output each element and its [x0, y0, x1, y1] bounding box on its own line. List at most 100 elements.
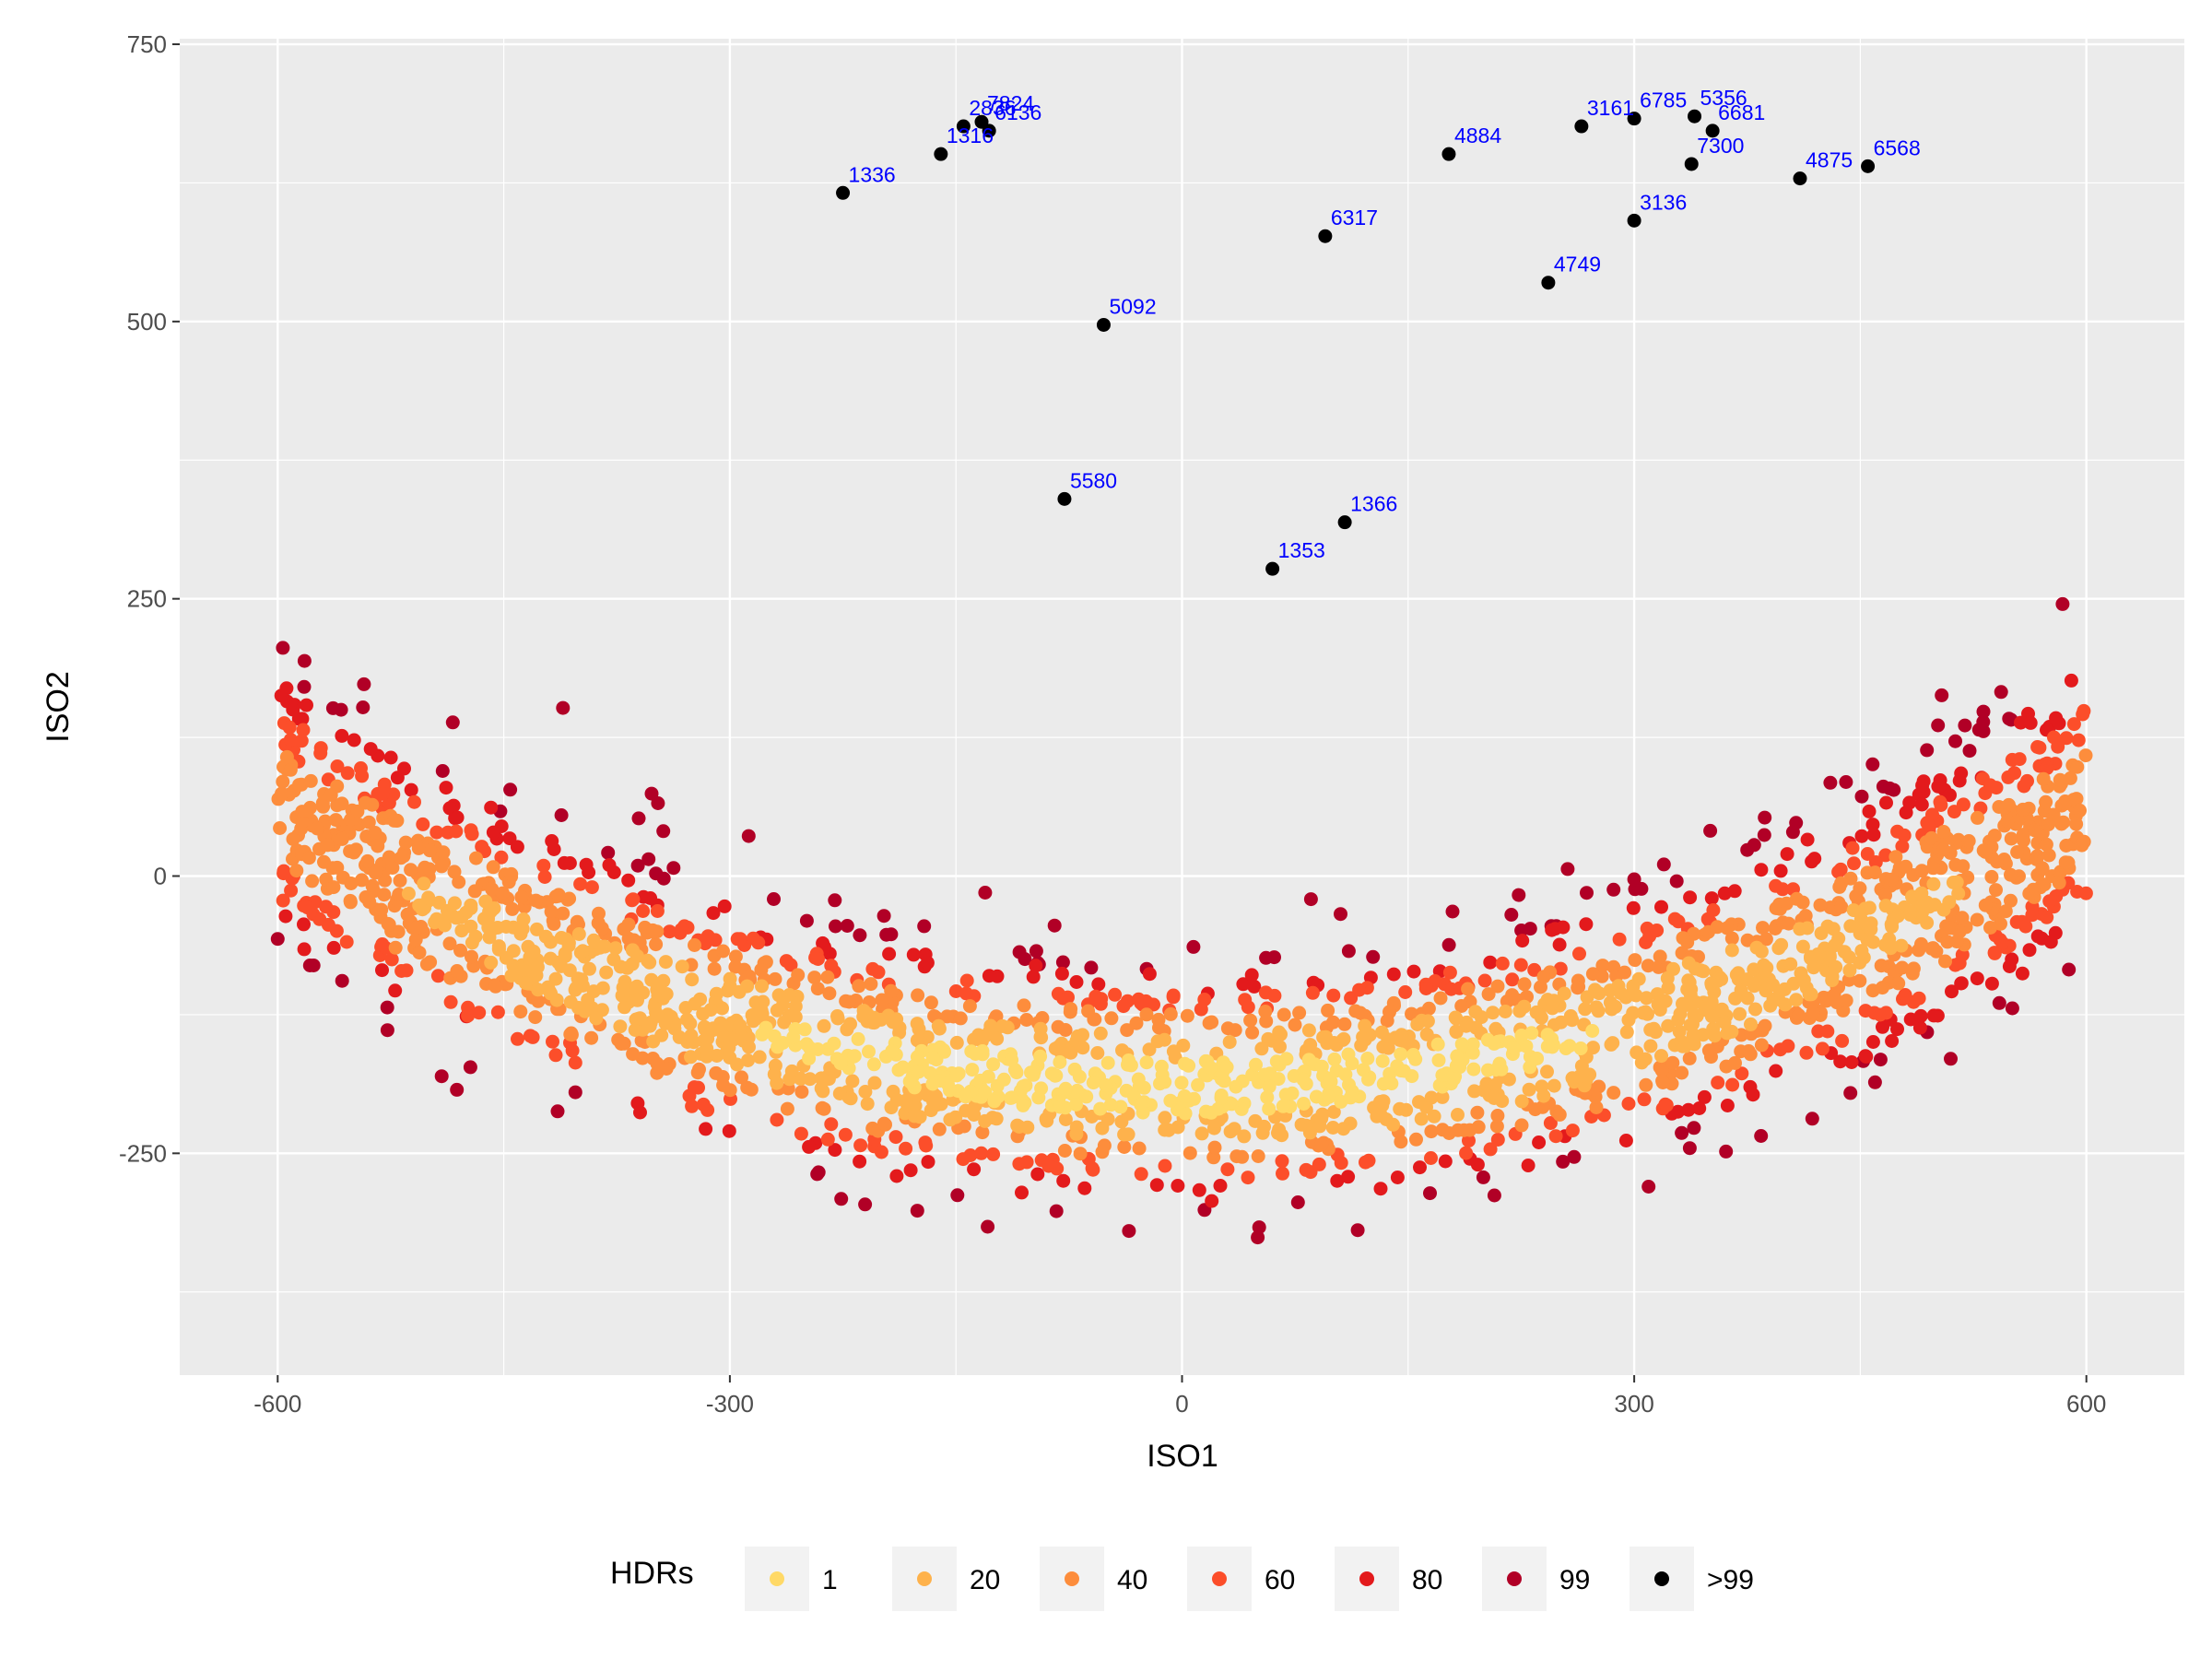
data-point — [432, 895, 446, 910]
data-point — [1778, 997, 1793, 1012]
data-point — [845, 1074, 860, 1088]
data-point — [319, 900, 334, 914]
data-point — [889, 1169, 904, 1183]
data-point — [1390, 1171, 1405, 1184]
data-point — [779, 954, 794, 969]
data-point — [2036, 771, 2051, 786]
legend-key-dot — [770, 1571, 784, 1586]
data-point — [1943, 788, 1957, 803]
data-point — [295, 805, 310, 819]
data-point — [472, 1006, 487, 1020]
data-point — [361, 815, 376, 830]
data-point — [1543, 1116, 1558, 1130]
data-point — [523, 1029, 537, 1043]
data-point — [828, 1143, 842, 1158]
data-point — [1707, 1029, 1722, 1043]
data-point — [316, 799, 331, 814]
data-point — [1724, 943, 1739, 958]
y-tick-label: -250 — [119, 1139, 167, 1167]
data-point — [1782, 916, 1796, 931]
data-point — [1978, 844, 1993, 859]
outlier-label: 2836 — [969, 96, 1016, 120]
data-point — [529, 968, 544, 982]
data-point — [375, 963, 389, 978]
data-point — [1505, 972, 1520, 987]
data-point — [568, 1055, 582, 1070]
data-point — [974, 1146, 989, 1160]
data-point — [599, 965, 614, 980]
data-point — [380, 1023, 394, 1038]
legend-label: 40 — [1117, 1565, 1147, 1595]
data-point — [554, 808, 569, 822]
data-point — [1517, 977, 1532, 992]
data-point — [613, 959, 628, 974]
data-point — [1236, 977, 1251, 992]
data-point — [548, 1048, 563, 1063]
data-point — [504, 969, 519, 983]
data-point — [1260, 1090, 1275, 1105]
data-point — [1814, 926, 1829, 941]
data-point — [1914, 936, 1928, 951]
data-point — [1139, 1007, 1154, 1022]
data-point — [297, 653, 312, 668]
data-point — [733, 932, 747, 947]
data-point — [920, 956, 935, 971]
outlier-label: 4749 — [1554, 253, 1601, 276]
data-point — [1789, 993, 1804, 1007]
data-point — [2035, 861, 2050, 876]
data-point — [786, 1030, 801, 1044]
data-point — [1424, 1124, 1439, 1139]
data-point — [1303, 1038, 1318, 1053]
data-point — [1490, 1133, 1505, 1147]
data-point — [1054, 966, 1069, 981]
data-point — [1618, 965, 1632, 980]
data-point — [401, 887, 416, 900]
data-point — [917, 919, 932, 934]
data-point — [1471, 1120, 1486, 1135]
data-point — [2001, 770, 2016, 784]
data-point — [874, 1145, 888, 1159]
data-point — [741, 1053, 755, 1067]
data-point — [1477, 973, 1492, 988]
data-point — [794, 1085, 809, 1100]
legend-key-dot — [1359, 1571, 1374, 1586]
data-point — [1424, 1151, 1438, 1165]
data-point — [1970, 971, 1984, 986]
data-point — [1845, 841, 1860, 855]
legend-key-dot — [1654, 1571, 1669, 1586]
data-point — [985, 1111, 1000, 1125]
data-point — [1271, 1072, 1286, 1087]
data-point — [1186, 939, 1201, 954]
data-point — [465, 949, 478, 964]
data-point — [788, 1009, 803, 1024]
data-point — [1514, 1094, 1529, 1109]
data-point — [1012, 945, 1027, 959]
data-point — [1548, 1129, 1563, 1144]
data-point — [1833, 1054, 1848, 1069]
data-point — [802, 1051, 817, 1065]
data-point — [1763, 998, 1778, 1013]
data-point — [817, 1101, 831, 1116]
data-point — [2062, 962, 2077, 977]
data-point — [1219, 1060, 1234, 1075]
data-point — [746, 1014, 760, 1029]
data-point — [684, 1029, 699, 1042]
data-point — [919, 1138, 934, 1153]
data-point — [550, 1104, 565, 1119]
data-point — [1775, 882, 1790, 897]
data-point — [1976, 704, 1991, 719]
data-point — [2053, 772, 2067, 787]
data-point — [799, 913, 814, 928]
data-point — [1676, 996, 1689, 1011]
data-point — [1841, 950, 1856, 965]
data-point — [803, 1041, 817, 1055]
data-point — [1704, 976, 1719, 991]
data-point — [568, 1085, 582, 1100]
data-point — [356, 700, 371, 714]
data-point — [851, 1031, 865, 1046]
data-point — [276, 893, 290, 908]
data-point — [1529, 1005, 1544, 1019]
data-point — [699, 1122, 713, 1136]
data-point — [777, 1015, 792, 1030]
